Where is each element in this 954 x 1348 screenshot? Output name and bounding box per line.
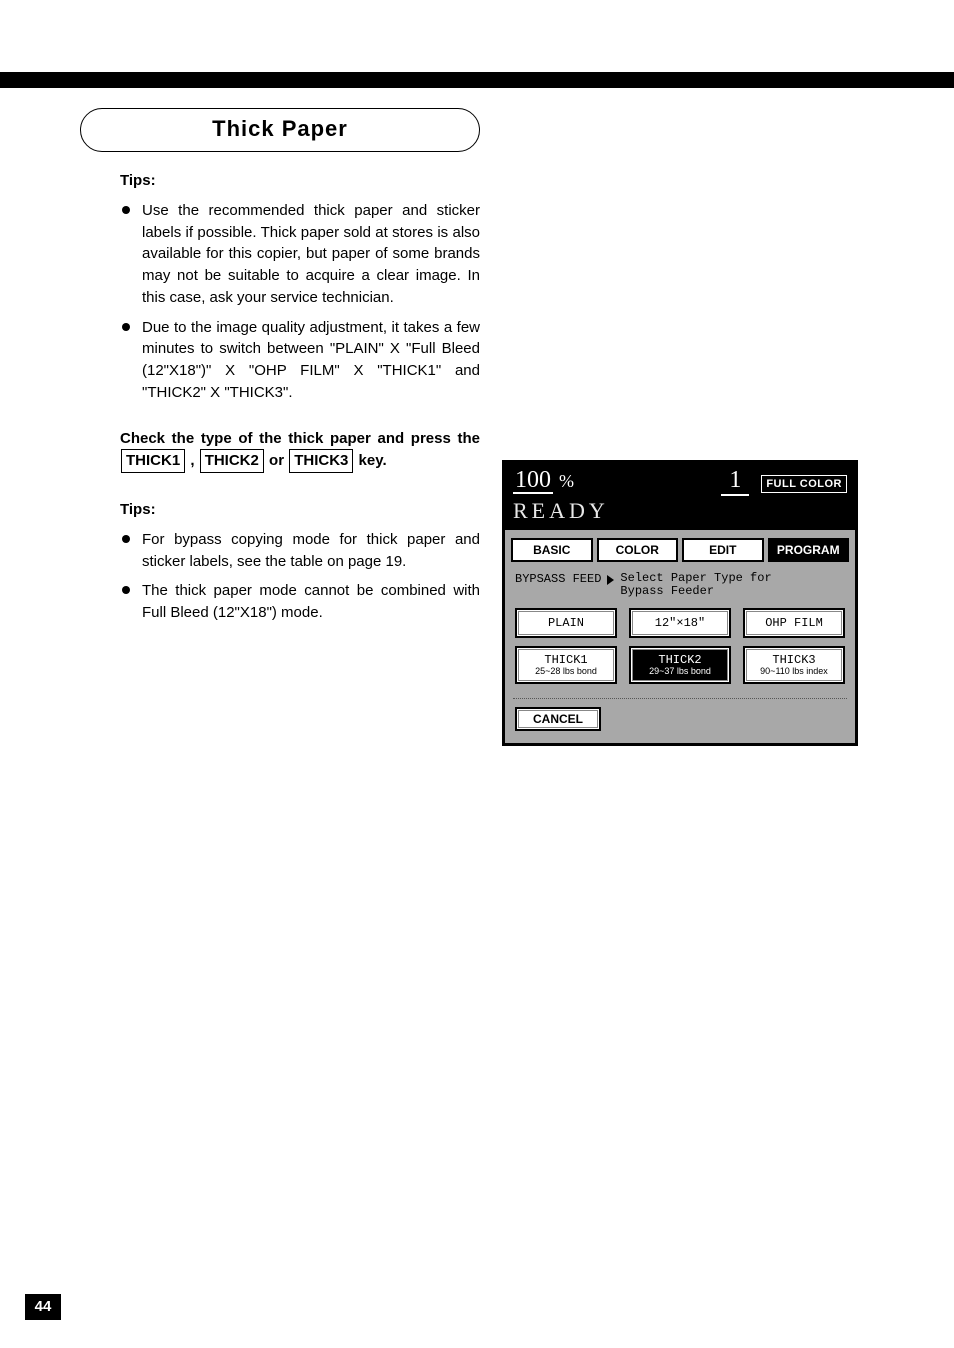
- lcd-body: BASIC COLOR EDIT PROGRAM BYPSASS FEED Se…: [505, 530, 855, 743]
- bypass-label: BYPSASS FEED: [515, 572, 601, 586]
- paper-type-row-2: THICK1 25~28 lbs bond THICK2 29~37 lbs b…: [515, 646, 845, 684]
- instruction-line: Check the type of the thick paper and pr…: [120, 428, 480, 474]
- lcd-status-bar: 100 % 1 FULL COLOR READY: [505, 463, 855, 530]
- instruction-pre: Check the type of the thick paper and pr…: [120, 430, 480, 447]
- body-text: Tips: Use the recommended thick paper an…: [120, 170, 480, 648]
- keycap-thick3: THICK3: [289, 449, 353, 473]
- btn-sublabel: 25~28 lbs bond: [519, 667, 613, 676]
- plain-button[interactable]: PLAIN: [515, 608, 617, 638]
- zoom-percent: %: [559, 471, 574, 492]
- arrow-right-icon: [607, 575, 614, 585]
- size-12x18-button[interactable]: 12"×18": [629, 608, 731, 638]
- tab-basic[interactable]: BASIC: [511, 538, 593, 562]
- keycap-thick1: THICK1: [121, 449, 185, 473]
- tab-color[interactable]: COLOR: [597, 538, 679, 562]
- btn-sublabel: 29~37 lbs bond: [633, 667, 727, 676]
- bypass-feed-row: BYPSASS FEED Select Paper Type for Bypas…: [511, 568, 849, 600]
- color-mode-badge: FULL COLOR: [761, 475, 847, 493]
- tab-edit[interactable]: EDIT: [682, 538, 764, 562]
- btn-label: 12"×18": [633, 617, 727, 630]
- page-number: 44: [25, 1294, 61, 1320]
- thick3-button[interactable]: THICK3 90~110 lbs index: [743, 646, 845, 684]
- tips-heading-1: Tips:: [120, 170, 480, 192]
- tip-item: The thick paper mode cannot be combined …: [120, 580, 480, 624]
- btn-label: PLAIN: [519, 617, 613, 630]
- sep: or: [269, 452, 284, 469]
- cancel-button[interactable]: CANCEL: [515, 707, 601, 731]
- zoom-value: 100: [513, 468, 553, 494]
- cancel-row: CANCEL: [515, 707, 845, 731]
- bypass-message: Select Paper Type for Bypass Feeder: [620, 572, 771, 598]
- tips-list-2: For bypass copying mode for thick paper …: [120, 529, 480, 624]
- section-title: Thick Paper: [80, 108, 480, 152]
- btn-label: OHP FILM: [747, 617, 841, 630]
- bypass-msg-l1: Select Paper Type for: [620, 571, 771, 585]
- instruction-post: key.: [359, 452, 387, 469]
- tips-heading-2: Tips:: [120, 499, 480, 521]
- tab-row: BASIC COLOR EDIT PROGRAM: [511, 538, 849, 562]
- tips-list-1: Use the recommended thick paper and stic…: [120, 200, 480, 404]
- header-bar: [0, 72, 954, 88]
- ohp-film-button[interactable]: OHP FILM: [743, 608, 845, 638]
- tab-program[interactable]: PROGRAM: [768, 538, 850, 562]
- keycap-thick2: THICK2: [200, 449, 264, 473]
- tip-item: Due to the image quality adjustment, it …: [120, 317, 480, 404]
- sep: ,: [190, 452, 194, 469]
- ready-status: READY: [513, 496, 847, 528]
- copier-lcd-panel: 100 % 1 FULL COLOR READY BASIC COLOR EDI…: [502, 460, 858, 746]
- thick2-button[interactable]: THICK2 29~37 lbs bond: [629, 646, 731, 684]
- tip-item: For bypass copying mode for thick paper …: [120, 529, 480, 573]
- divider: [513, 698, 847, 699]
- bypass-msg-l2: Bypass Feeder: [620, 584, 714, 598]
- btn-sublabel: 90~110 lbs index: [747, 667, 841, 676]
- copy-quantity: 1: [721, 467, 749, 496]
- thick1-button[interactable]: THICK1 25~28 lbs bond: [515, 646, 617, 684]
- paper-type-row-1: PLAIN 12"×18" OHP FILM: [515, 608, 845, 638]
- tip-item: Use the recommended thick paper and stic…: [120, 200, 480, 309]
